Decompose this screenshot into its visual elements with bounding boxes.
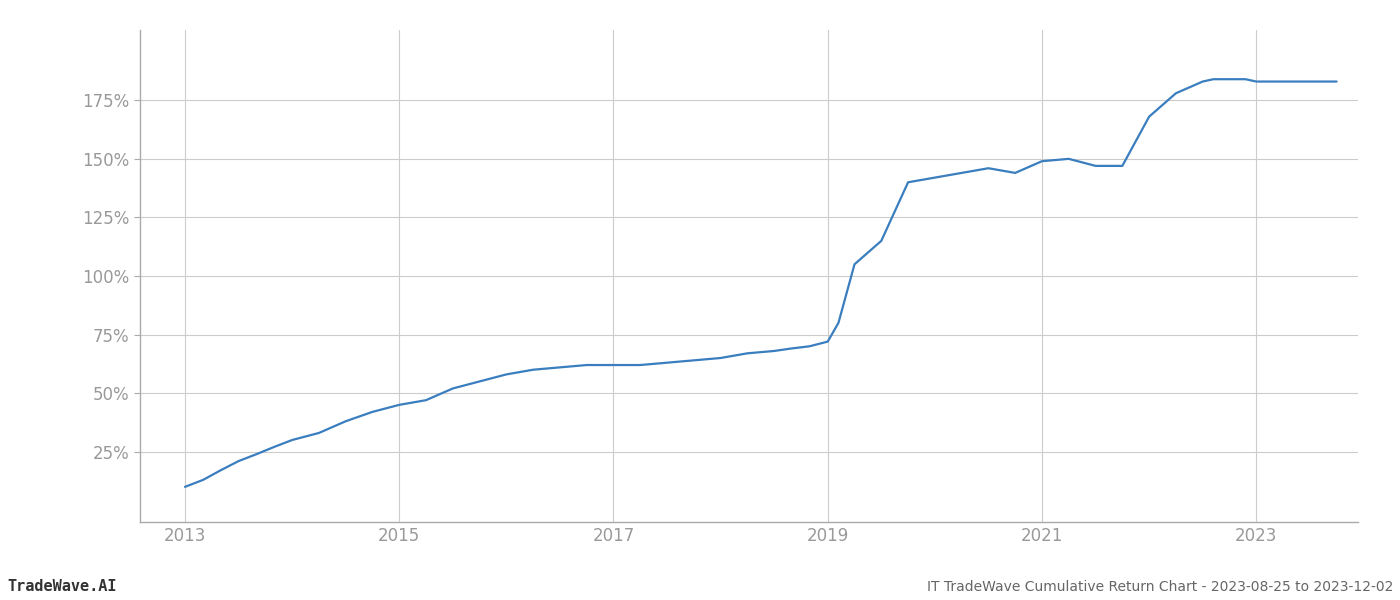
Text: IT TradeWave Cumulative Return Chart - 2023-08-25 to 2023-12-02: IT TradeWave Cumulative Return Chart - 2… bbox=[927, 580, 1393, 594]
Text: TradeWave.AI: TradeWave.AI bbox=[7, 579, 116, 594]
